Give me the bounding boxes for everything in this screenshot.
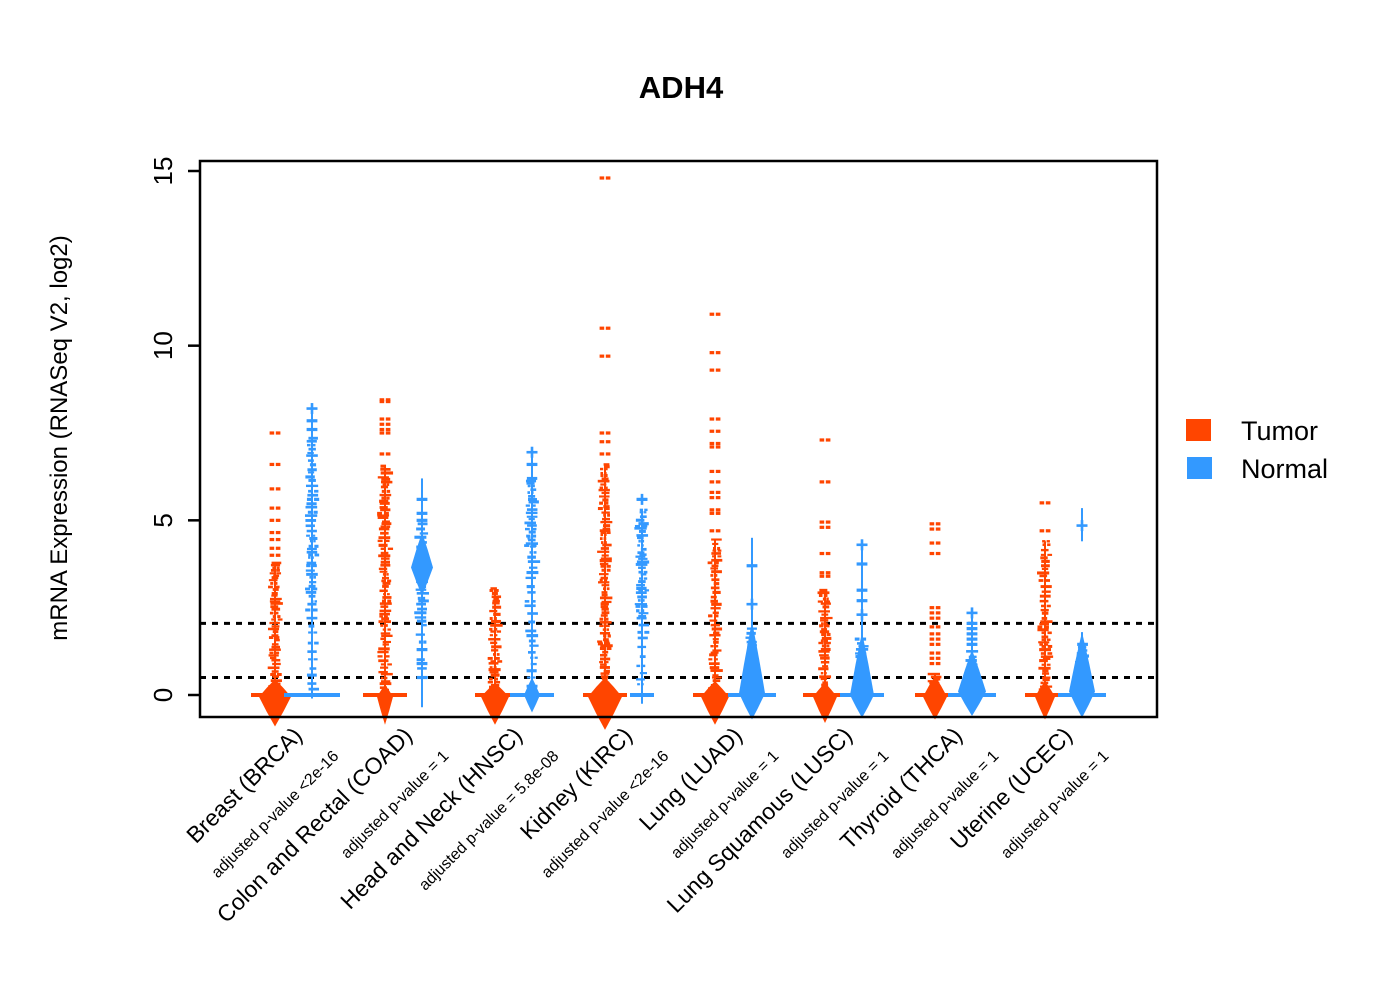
- legend-label-tumor: Tumor: [1241, 416, 1318, 446]
- violin-lung-squamous-lusc-normal: [840, 539, 884, 718]
- violin-head-and-neck-hnsc-normal: [510, 446, 554, 713]
- violin-breast-brca-normal: [284, 403, 340, 699]
- y-tick-label: 10: [148, 331, 178, 360]
- violin-colon-and-rectal-coad-tumor: [363, 398, 407, 725]
- violin-uterine-ucec-tumor: [1025, 501, 1065, 720]
- violin-uterine-ucec-normal: [1058, 508, 1106, 718]
- plot-border: [198, 159, 1159, 719]
- violin-kidney-kirc-tumor: [583, 176, 627, 730]
- chart-title: ADH4: [639, 70, 724, 105]
- legend-swatch-normal: [1187, 457, 1212, 479]
- y-tick-label: 0: [148, 688, 178, 702]
- y-tick-label: 15: [148, 157, 178, 186]
- y-axis-label: mRNA Expression (RNASeq V2, log2): [46, 235, 73, 641]
- legend-swatch-tumor: [1186, 419, 1211, 441]
- violin-colon-and-rectal-coad-normal: [411, 478, 433, 708]
- legend: Tumor Normal: [1186, 416, 1328, 484]
- legend-label-normal: Normal: [1241, 454, 1328, 484]
- y-tick-label: 5: [148, 513, 178, 527]
- violin-lung-luad-tumor: [693, 312, 737, 725]
- violin-lung-luad-normal: [728, 537, 776, 720]
- violin-thyroid-thca-tumor: [915, 522, 955, 720]
- violin-head-and-neck-hnsc-tumor: [475, 587, 515, 725]
- violin-lung-squamous-lusc-tumor: [803, 438, 847, 723]
- violin-thyroid-thca-normal: [948, 607, 996, 716]
- violin-kidney-kirc-normal: [630, 493, 654, 704]
- violin-breast-brca-tumor: [251, 431, 299, 727]
